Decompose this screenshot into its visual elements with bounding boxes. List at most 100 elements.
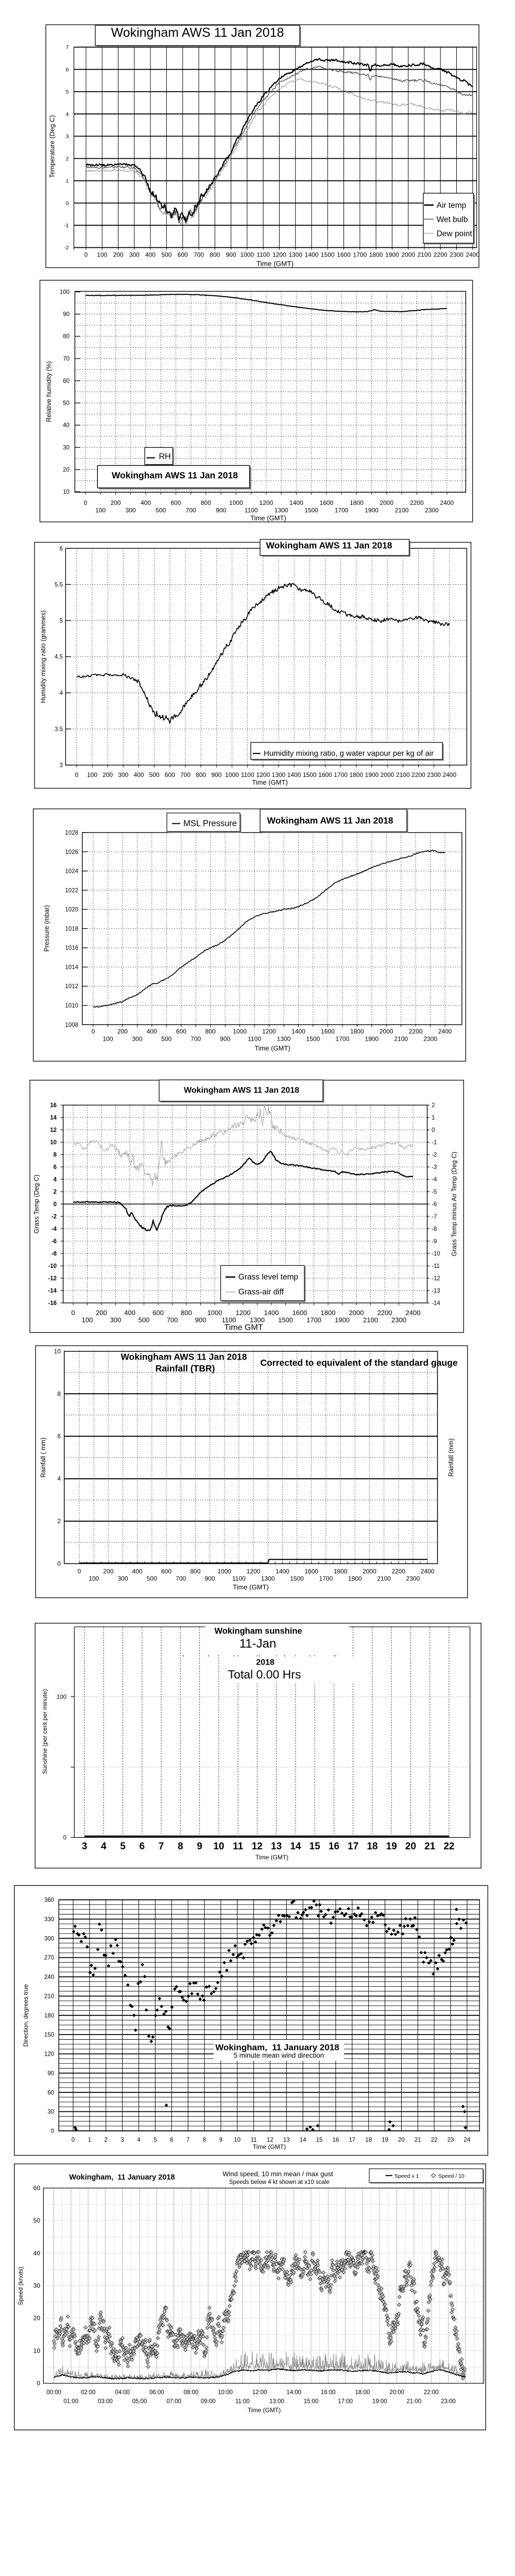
- svg-text:2000: 2000: [380, 1028, 393, 1035]
- svg-text:600: 600: [165, 771, 175, 778]
- svg-text:240: 240: [44, 1974, 54, 1980]
- svg-text:2400: 2400: [442, 771, 456, 778]
- svg-text:500: 500: [161, 1036, 171, 1043]
- svg-text:Wokingham AWS 11 Jan 2018: Wokingham AWS 11 Jan 2018: [266, 540, 392, 551]
- svg-text:4: 4: [137, 2137, 141, 2143]
- svg-text:Wokingham sunshine: Wokingham sunshine: [214, 1626, 302, 1636]
- svg-text:1000: 1000: [208, 1309, 222, 1317]
- svg-text:MSL Pressure: MSL Pressure: [183, 819, 237, 828]
- svg-text:300: 300: [117, 1575, 128, 1582]
- svg-text:50: 50: [63, 400, 70, 406]
- svg-text:20:00: 20:00: [389, 2389, 404, 2396]
- svg-text:13: 13: [283, 2137, 290, 2143]
- svg-text:1: 1: [88, 2137, 91, 2143]
- svg-text:700: 700: [176, 1575, 186, 1582]
- svg-text:1200: 1200: [260, 499, 273, 506]
- svg-text:1100: 1100: [241, 771, 254, 778]
- svg-text:Time GMT: Time GMT: [225, 1324, 263, 1332]
- svg-text:40: 40: [33, 2249, 41, 2257]
- svg-text:500: 500: [161, 251, 171, 259]
- svg-text:1400: 1400: [276, 1568, 289, 1575]
- svg-text:20: 20: [405, 1841, 416, 1852]
- svg-text:210: 210: [44, 1993, 54, 1999]
- svg-text:-11: -11: [432, 1263, 440, 1269]
- svg-text:12:00: 12:00: [252, 2389, 267, 2396]
- svg-text:Humidity mixing ratio (grammes: Humidity mixing ratio (grammes): [40, 611, 47, 703]
- svg-text:1900: 1900: [335, 1316, 350, 1324]
- svg-text:30: 30: [63, 445, 70, 451]
- svg-text:19: 19: [386, 1841, 397, 1852]
- svg-text:-4: -4: [52, 1226, 57, 1232]
- svg-text:11-Jan: 11-Jan: [239, 1637, 277, 1651]
- svg-text:23: 23: [448, 2137, 454, 2143]
- svg-text:19:00: 19:00: [372, 2399, 387, 2405]
- svg-text:500: 500: [156, 507, 166, 514]
- svg-text:1000: 1000: [217, 1568, 231, 1575]
- svg-text:1700: 1700: [353, 251, 367, 259]
- svg-text:15: 15: [316, 2137, 323, 2143]
- svg-text:1500: 1500: [321, 251, 335, 259]
- svg-text:1300: 1300: [288, 251, 302, 259]
- svg-text:-4: -4: [432, 1177, 437, 1183]
- svg-text:400: 400: [132, 1568, 143, 1575]
- svg-text:09:00: 09:00: [201, 2399, 216, 2405]
- svg-text:300: 300: [126, 507, 136, 514]
- svg-text:2400: 2400: [438, 1028, 452, 1035]
- svg-text:Wind speed, 10 min mean / max: Wind speed, 10 min mean / max gust: [222, 2170, 333, 2178]
- svg-text:1600: 1600: [293, 1309, 307, 1317]
- svg-text:5: 5: [120, 1841, 126, 1852]
- svg-text:700: 700: [186, 507, 196, 514]
- svg-text:2100: 2100: [418, 251, 432, 259]
- svg-text:180: 180: [44, 2013, 54, 2019]
- svg-text:0: 0: [72, 2137, 75, 2143]
- svg-text:2300: 2300: [450, 251, 464, 259]
- svg-text:1012: 1012: [65, 984, 78, 990]
- svg-text:300: 300: [129, 251, 140, 259]
- svg-text:1100: 1100: [222, 1316, 236, 1324]
- svg-text:400: 400: [124, 1309, 135, 1317]
- svg-text:Speed (knots): Speed (knots): [17, 2267, 24, 2306]
- svg-text:-6: -6: [432, 1201, 437, 1208]
- svg-text:14:00: 14:00: [286, 2389, 301, 2396]
- svg-text:5: 5: [153, 2137, 157, 2143]
- svg-text:500: 500: [147, 1575, 157, 1582]
- svg-text:330: 330: [44, 1917, 54, 1923]
- svg-text:-5: -5: [432, 1189, 437, 1195]
- svg-text:5 minute mean wind direction: 5 minute mean wind direction: [234, 2052, 324, 2059]
- svg-text:11:00: 11:00: [235, 2399, 250, 2405]
- svg-text:7: 7: [186, 2137, 190, 2143]
- svg-text:18: 18: [367, 1841, 377, 1852]
- svg-text:8: 8: [178, 1841, 183, 1852]
- svg-text:1800: 1800: [349, 771, 363, 778]
- svg-text:2400: 2400: [421, 1568, 435, 1575]
- svg-text:6: 6: [66, 66, 69, 73]
- svg-text:1300: 1300: [250, 1316, 265, 1324]
- svg-text:Air temp: Air temp: [437, 201, 467, 210]
- svg-text:-2: -2: [64, 245, 68, 251]
- svg-text:16:00: 16:00: [321, 2389, 336, 2396]
- svg-text:600: 600: [176, 1028, 186, 1035]
- svg-text:4: 4: [57, 1475, 61, 1482]
- svg-text:1900: 1900: [348, 1575, 362, 1582]
- svg-text:200: 200: [117, 1028, 128, 1035]
- svg-text:4: 4: [54, 1177, 57, 1183]
- svg-text:1000: 1000: [240, 251, 254, 259]
- svg-text:200: 200: [113, 251, 124, 259]
- svg-text:2000: 2000: [349, 1309, 364, 1317]
- svg-text:-10: -10: [432, 1251, 440, 1257]
- svg-text:Relative humidity (%): Relative humidity (%): [45, 361, 53, 422]
- svg-text:2200: 2200: [410, 499, 424, 506]
- svg-text:80: 80: [63, 334, 70, 340]
- svg-text:2200: 2200: [377, 1309, 392, 1317]
- svg-text:1300: 1300: [274, 507, 288, 514]
- svg-text:Humidity mixing ratio, g water: Humidity mixing ratio, g water vapour pe…: [264, 749, 434, 758]
- svg-text:06:00: 06:00: [149, 2389, 164, 2396]
- svg-text:1100: 1100: [248, 1036, 261, 1043]
- svg-text:400: 400: [147, 1028, 157, 1035]
- svg-text:18:00: 18:00: [355, 2389, 370, 2396]
- svg-text:2200: 2200: [434, 251, 448, 259]
- svg-text:1900: 1900: [385, 251, 399, 259]
- svg-text:12: 12: [267, 2137, 273, 2143]
- svg-text:600: 600: [161, 1568, 171, 1575]
- svg-text:-12: -12: [432, 1276, 440, 1282]
